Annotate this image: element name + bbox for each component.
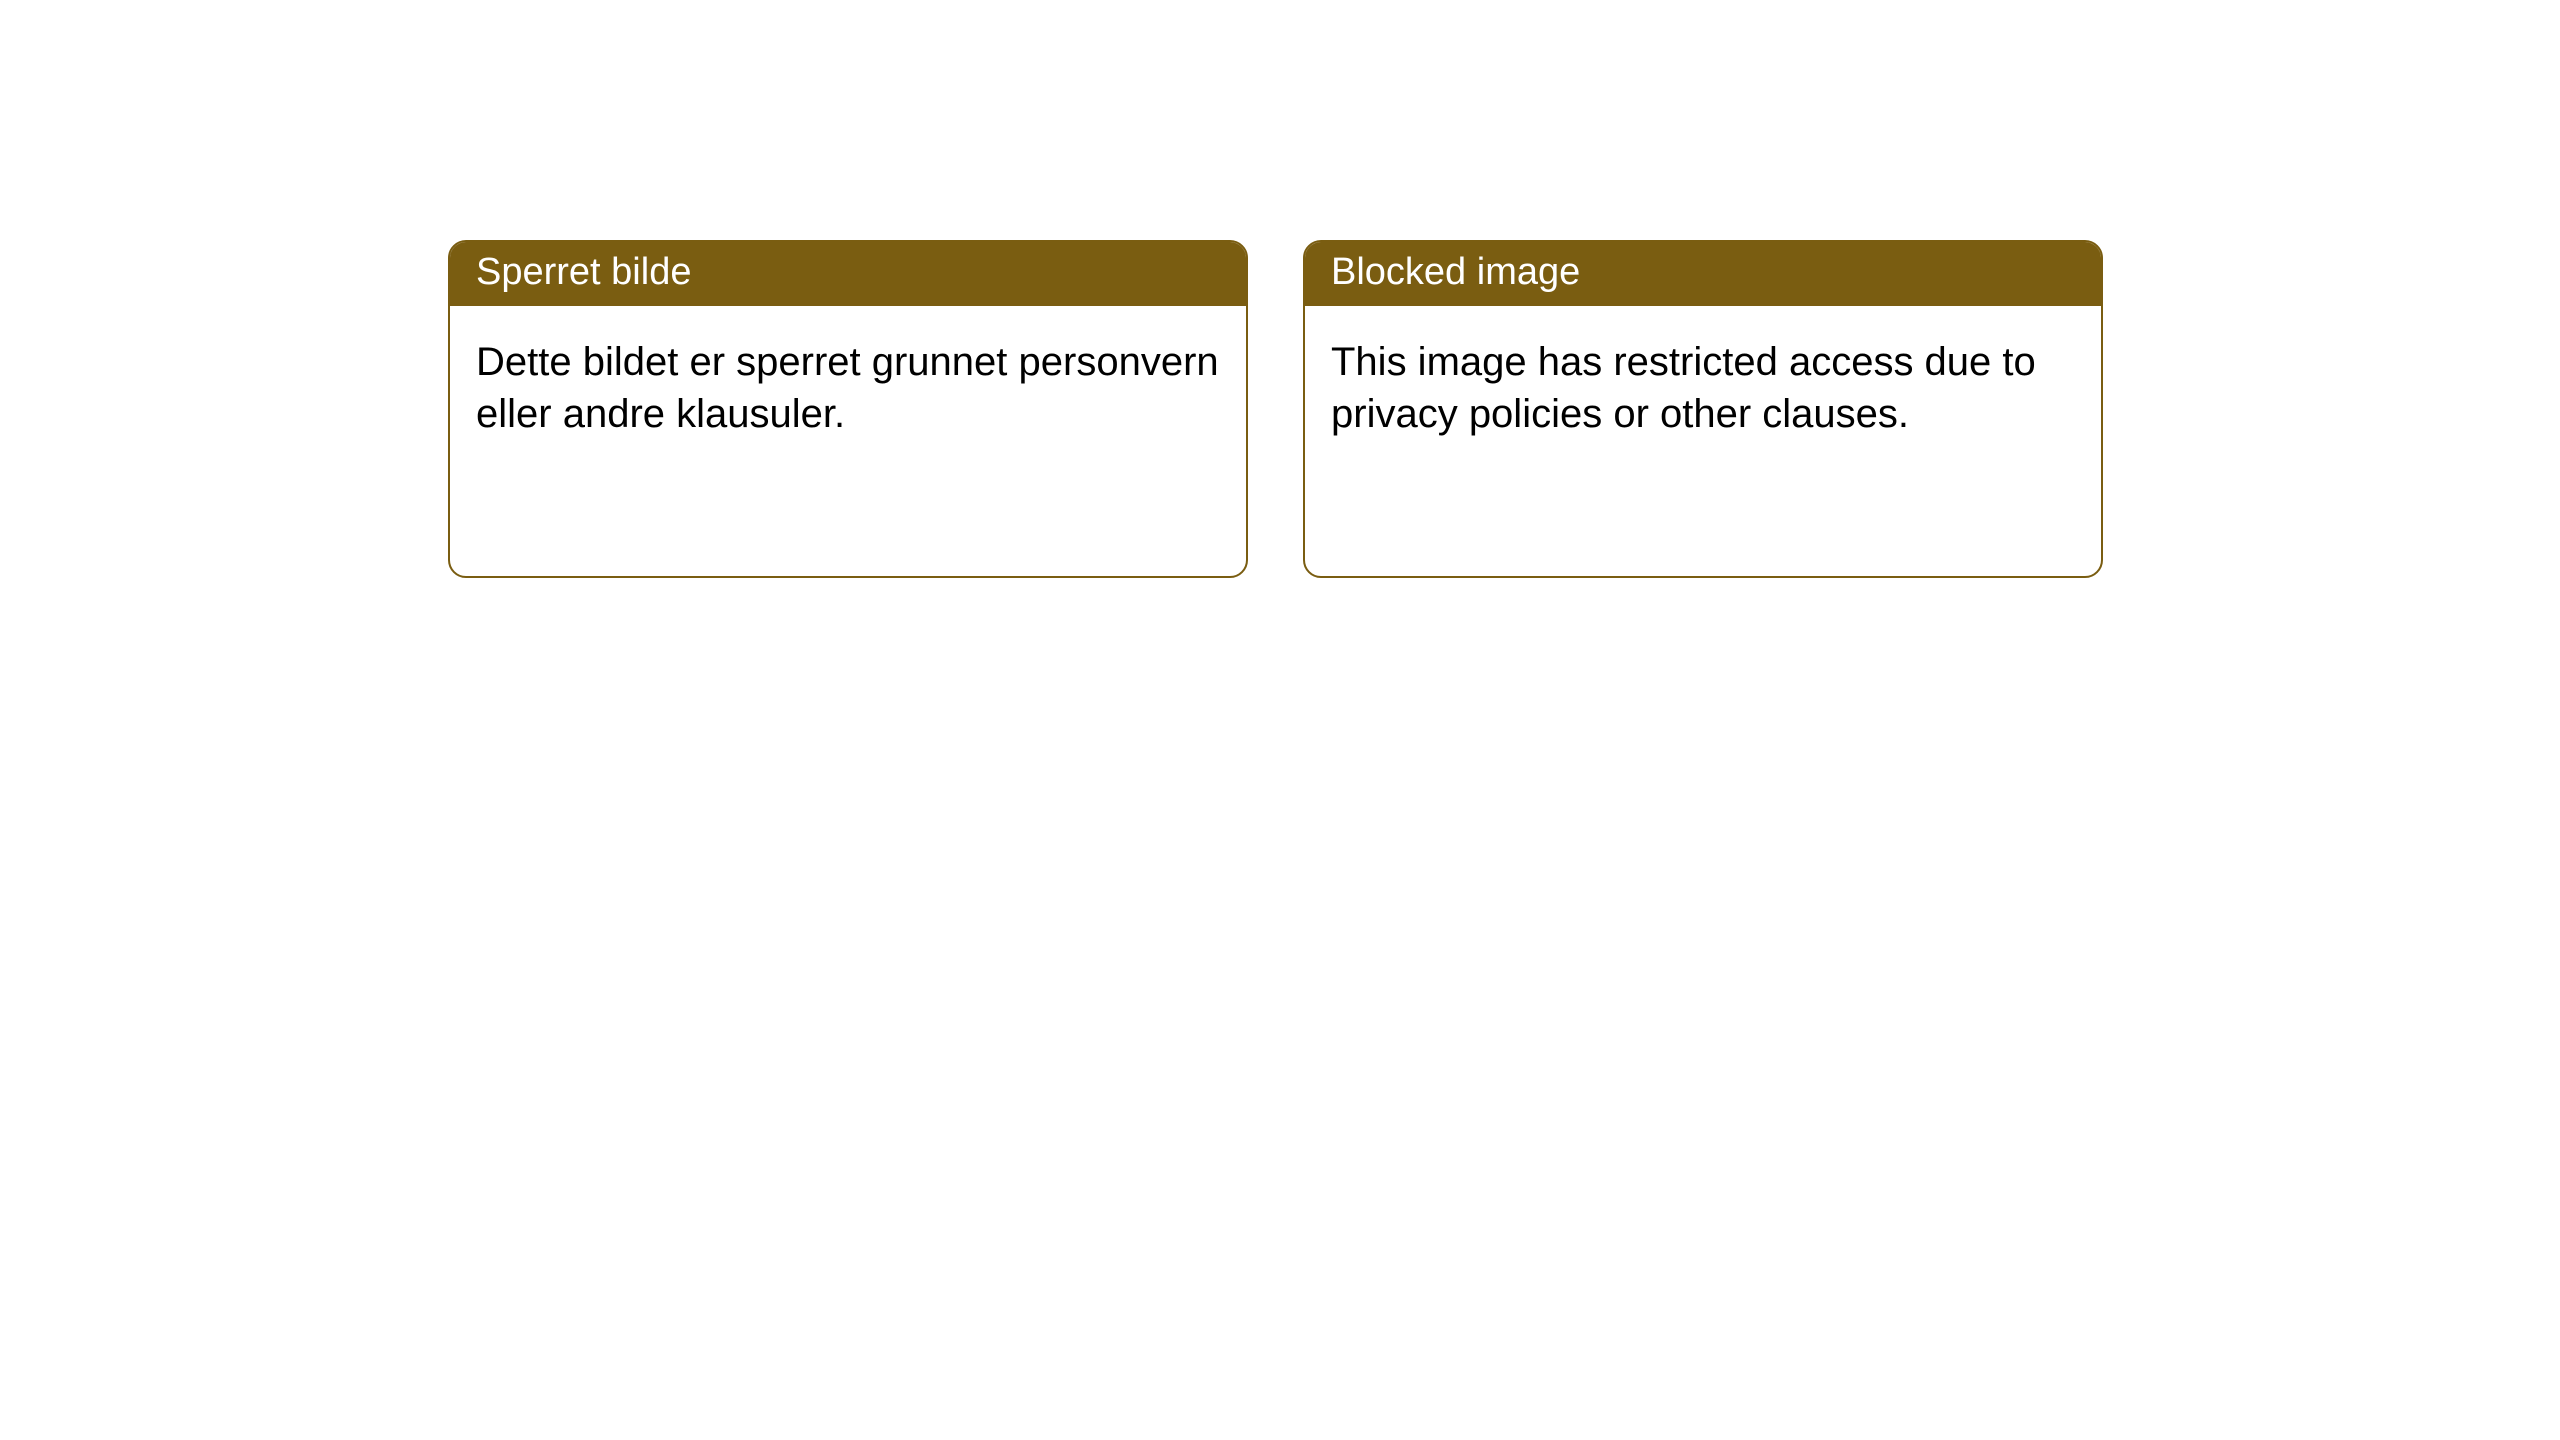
notice-header-no: Sperret bilde	[450, 242, 1246, 306]
notice-container: Sperret bilde Dette bildet er sperret gr…	[448, 240, 2103, 578]
notice-body-no: Dette bildet er sperret grunnet personve…	[450, 306, 1246, 576]
notice-box-no: Sperret bilde Dette bildet er sperret gr…	[448, 240, 1248, 578]
notice-box-en: Blocked image This image has restricted …	[1303, 240, 2103, 578]
notice-body-en: This image has restricted access due to …	[1305, 306, 2101, 576]
notice-header-en: Blocked image	[1305, 242, 2101, 306]
